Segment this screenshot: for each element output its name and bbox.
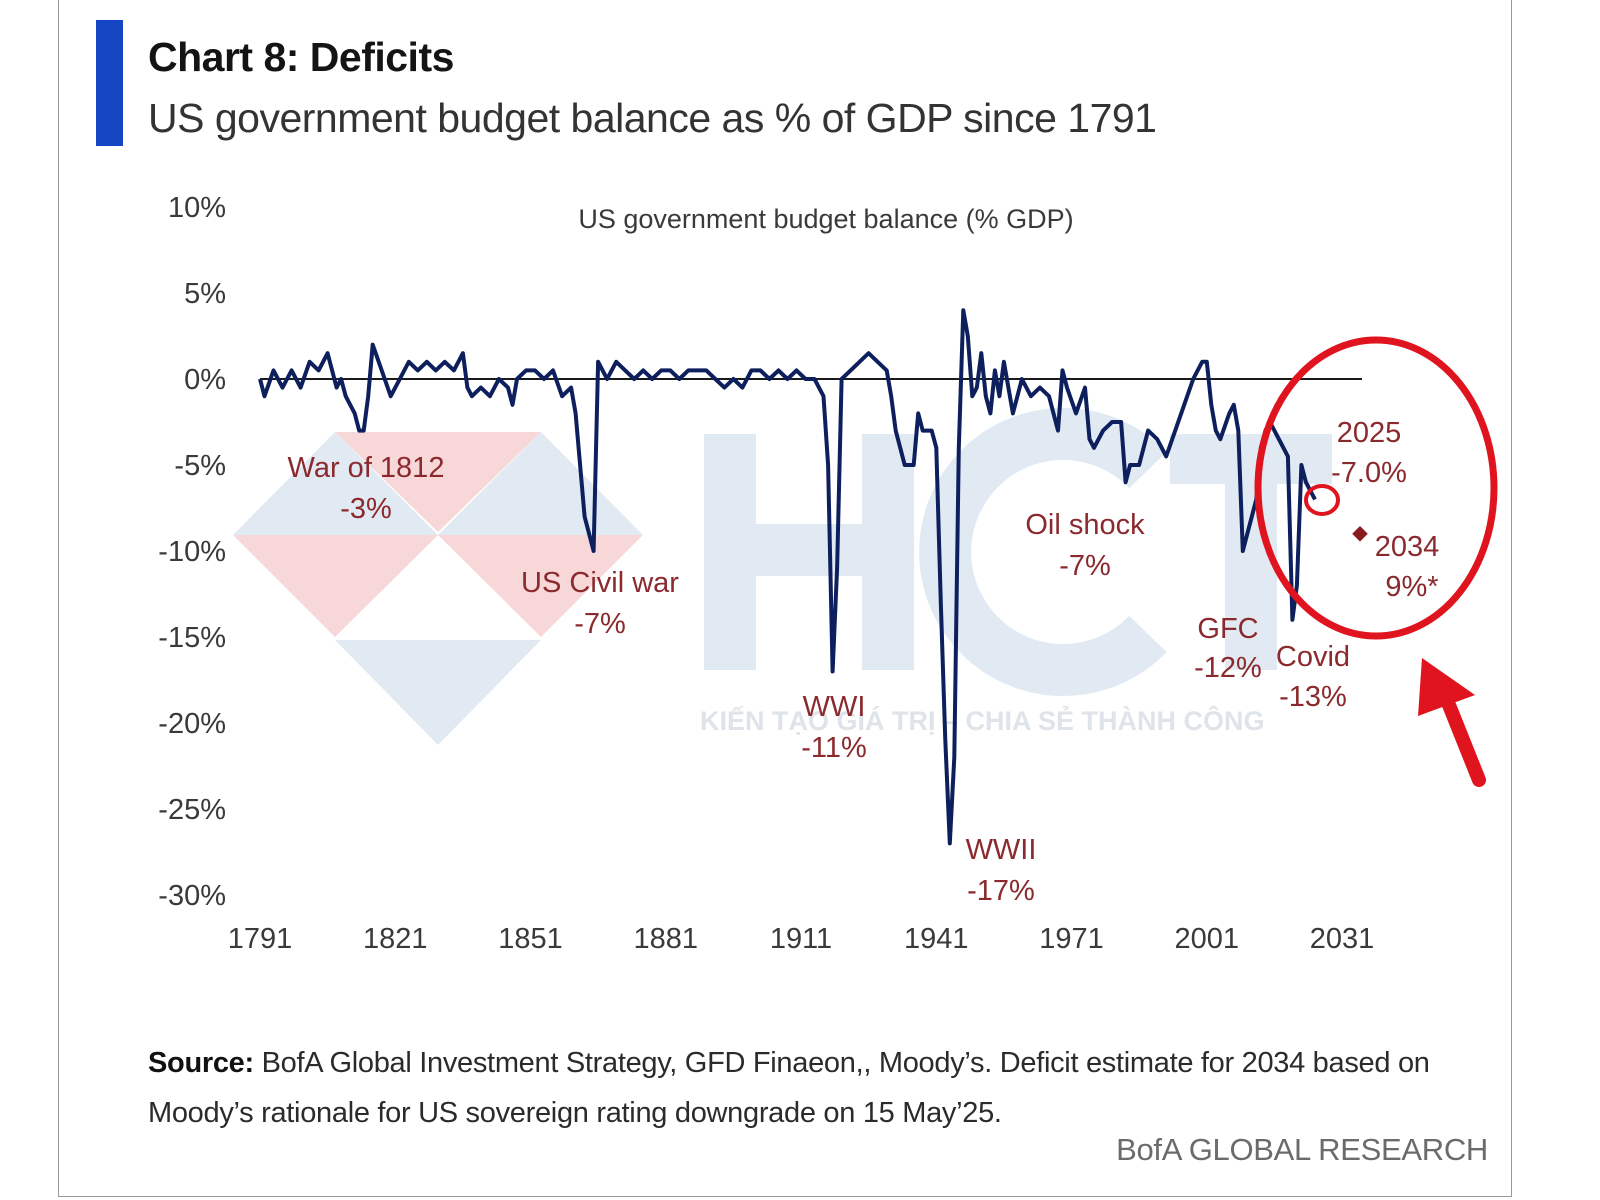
annotation-2025-value: -7.0% [1331, 457, 1407, 489]
y-tick-label: -5% [174, 450, 226, 482]
annotation-wwi-value: -11% [801, 732, 867, 764]
watermark-tagline: KIẾN TẠO GIÁ TRỊ – CHIA SẺ THÀNH CÔNG [700, 704, 1265, 736]
annotation-2034-value: 9%* [1385, 571, 1438, 603]
budget-balance-line [258, 308, 1317, 846]
watermark-logo [233, 408, 1332, 745]
source-text: BofA Global Investment Strategy, GFD Fin… [148, 1047, 1430, 1129]
annotation-wwii-label: WWII [966, 834, 1037, 866]
annotation-civil-war-value: -7% [574, 608, 626, 640]
source-label: Source: [148, 1047, 254, 1079]
highlight-arrow [1418, 658, 1486, 787]
annotation-covid-value: -13% [1279, 681, 1347, 713]
x-tick-label: 1821 [363, 923, 428, 955]
highlight-projection-circle [1254, 336, 1498, 640]
x-tick-label: 1941 [904, 923, 969, 955]
annotation-2025-label: 2025 [1337, 417, 1402, 449]
y-tick-label: -20% [158, 708, 226, 740]
x-tick-label: 1971 [1039, 923, 1104, 955]
annotation-war-1812-value: -3% [340, 493, 392, 525]
annotation-2034-label: 2034 [1375, 531, 1440, 563]
y-tick-label: 5% [184, 278, 226, 310]
brand-label: BofA GLOBAL RESEARCH [1116, 1132, 1488, 1167]
annotation-wwii-value: -17% [967, 875, 1035, 907]
annotation-oil-shock-value: -7% [1059, 550, 1111, 582]
y-axis: 10% 5% 0% -5% -10% -15% -20% -25% -30% [158, 192, 226, 912]
annotation-civil-war-label: US Civil war [521, 567, 679, 599]
y-tick-label: 0% [184, 364, 226, 396]
y-tick-label: -10% [158, 536, 226, 568]
page-title: Chart 8: Deficits [148, 34, 454, 80]
y-tick-label: -15% [158, 622, 226, 654]
y-tick-label: -30% [158, 880, 226, 912]
title-accent-bar [96, 20, 123, 146]
x-tick-label: 1851 [498, 923, 563, 955]
annotation-war-1812-label: War of 1812 [288, 452, 445, 484]
annotation-oil-shock-label: Oil shock [1025, 509, 1145, 541]
annotations: War of 1812 -3% US Civil war -7% WWI -11… [288, 417, 1440, 907]
annotation-covid-label: Covid [1276, 641, 1350, 673]
annotation-wwi-label: WWI [803, 691, 866, 723]
x-axis: 1791 1821 1851 1881 1911 1941 1971 2001 2031 [228, 923, 1375, 955]
x-tick-label: 1881 [633, 923, 698, 955]
y-tick-label: -25% [158, 794, 226, 826]
x-tick-label: 2031 [1310, 923, 1375, 955]
chart-inner-title: US government budget balance (% GDP) [578, 204, 1073, 234]
chart-canvas: KIẾN TẠO GIÁ TRỊ – CHIA SẺ THÀNH CÔNG US… [158, 192, 1498, 955]
x-tick-label: 1911 [770, 923, 832, 955]
y-tick-label: 10% [168, 192, 226, 224]
source-note: Source: BofA Global Investment Strategy,… [148, 1038, 1488, 1138]
highlight-2025-small-circle [1304, 484, 1340, 516]
x-tick-label: 1791 [228, 923, 293, 955]
projection-2034-marker [1352, 526, 1368, 542]
page-subtitle: US government budget balance as % of GDP… [148, 95, 1157, 141]
annotation-gfc-value: -12% [1194, 652, 1262, 684]
annotation-gfc-label: GFC [1197, 613, 1258, 645]
x-tick-label: 2001 [1174, 923, 1239, 955]
